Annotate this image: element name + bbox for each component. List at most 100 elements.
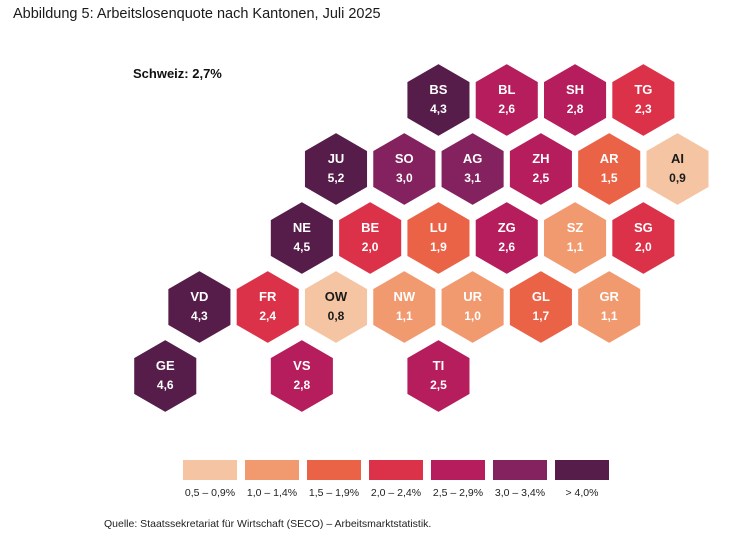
canton-zg: ZG 2,6 [473,199,540,277]
canton-sz: SZ 1,1 [542,199,609,277]
legend-swatch [307,460,361,480]
canton-hex [439,130,506,208]
canton-code: ZG [498,220,516,235]
canton-value: 2,6 [498,240,515,254]
canton-code: UR [463,289,482,304]
canton-vs: VS 2,8 [268,337,335,415]
canton-hex [268,337,335,415]
canton-hex [644,130,711,208]
canton-hex [542,199,609,277]
canton-value: 5,2 [328,171,345,185]
legend-swatch [183,460,237,480]
canton-code: GR [599,289,619,304]
canton-hex [473,199,540,277]
canton-value: 4,3 [430,102,447,116]
canton-bl: BL 2,6 [473,61,540,139]
national-rate-label: Schweiz: 2,7% [133,66,222,81]
legend: 0,5 – 0,9% 1,0 – 1,4% 1,5 – 1,9% 2,0 – 2,4%… [183,460,609,499]
canton-hex [166,268,233,346]
canton-code: JU [328,151,345,166]
canton-value: 1,1 [601,309,618,323]
legend-item: 2,0 – 2,4% [369,460,423,499]
canton-code: AG [463,151,483,166]
canton-be: BE 2,0 [337,199,404,277]
legend-label: 2,0 – 2,4% [371,487,421,499]
legend-swatch [369,460,423,480]
canton-ai: AI 0,9 [644,130,711,208]
legend-swatch [555,460,609,480]
canton-hex [507,130,574,208]
canton-ju: JU 5,2 [302,130,370,208]
canton-code: BS [429,82,447,97]
canton-value: 1,0 [464,309,481,323]
canton-value: 2,0 [635,240,652,254]
legend-label: 3,0 – 3,4% [495,487,545,499]
figure-title: Abbildung 5: Arbeitslosenquote nach Kant… [13,6,381,22]
canton-value: 2,5 [533,171,550,185]
canton-ag: AG 3,1 [439,130,506,208]
canton-zh: ZH 2,5 [507,130,574,208]
canton-hex [132,337,199,415]
canton-value: 2,3 [635,102,652,116]
canton-code: GE [156,358,175,373]
canton-value: 1,1 [396,309,413,323]
canton-code: BL [498,82,515,97]
canton-code: SO [395,151,414,166]
legend-item: 1,0 – 1,4% [245,460,299,499]
canton-code: NW [393,289,415,304]
legend-item: 1,5 – 1,9% [307,460,361,499]
legend-label: 2,5 – 2,9% [433,487,483,499]
canton-ow: OW 0,8 [302,268,370,346]
legend-swatch [431,460,485,480]
canton-code: FR [259,289,277,304]
canton-hex [610,61,677,139]
canton-value: 4,5 [294,240,311,254]
canton-code: BE [361,220,379,235]
legend-item: 3,0 – 3,4% [493,460,547,499]
canton-value: 0,8 [328,309,345,323]
canton-hex [337,199,404,277]
canton-ur: UR 1,0 [439,268,506,346]
canton-value: 2,8 [294,378,311,392]
canton-ti: TI 2,5 [405,337,472,415]
canton-value: 2,8 [567,102,584,116]
canton-ge: GE 4,6 [132,337,199,415]
canton-gl: GL 1,7 [507,268,574,346]
canton-hex [302,130,370,208]
canton-code: VD [190,289,208,304]
canton-hex [405,61,472,139]
canton-value: 2,5 [430,378,447,392]
legend-label: 0,5 – 0,9% [185,487,235,499]
canton-value: 2,6 [498,102,515,116]
canton-hex [473,61,540,139]
legend-label: 1,0 – 1,4% [247,487,297,499]
canton-hex [439,268,506,346]
canton-so: SO 3,0 [371,130,438,208]
canton-code: AR [600,151,619,166]
canton-lu: LU 1,9 [405,199,472,277]
canton-code: SG [634,220,653,235]
canton-code: VS [293,358,311,373]
canton-tg: TG 2,3 [610,61,677,139]
canton-hex [405,199,472,277]
canton-value: 1,7 [533,309,550,323]
canton-fr: FR 2,4 [234,268,301,346]
legend-swatch [493,460,547,480]
canton-hex [234,268,301,346]
canton-hex [302,268,370,346]
canton-code: SH [566,82,584,97]
canton-ar: AR 1,5 [576,130,643,208]
canton-value: 3,1 [464,171,481,185]
legend-item: 0,5 – 0,9% [183,460,237,499]
canton-value: 0,9 [669,171,686,185]
canton-hex [610,199,677,277]
canton-code: NE [293,220,311,235]
canton-ne: NE 4,5 [268,199,335,277]
canton-code: ZH [532,151,549,166]
canton-code: GL [532,289,550,304]
canton-hex [542,61,609,139]
canton-hex [268,199,335,277]
canton-hex [371,268,438,346]
canton-sg: SG 2,0 [610,199,677,277]
